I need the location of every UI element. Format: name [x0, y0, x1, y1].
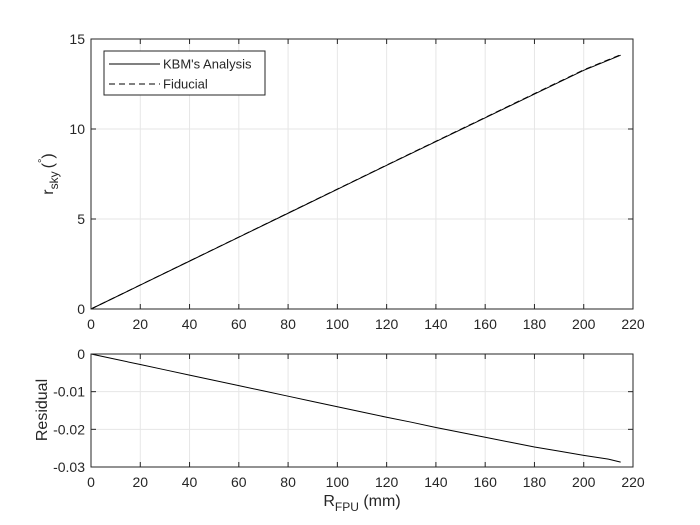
- legend-box: [103, 50, 266, 96]
- top-xtick-label: 100: [326, 316, 350, 332]
- top-axes-box: [90, 38, 634, 310]
- bottom-xtick-label: 100: [326, 474, 350, 490]
- top-panel: 0 20 40 60 80 100 120 140 160 180 200 220 0 5 10 15 rs…: [37, 31, 645, 332]
- bottom-xtick-label: 120: [375, 474, 399, 490]
- legend: KBM's Analysis Fiducial: [103, 50, 266, 96]
- top-xtick-label: 220: [621, 316, 645, 332]
- bottom-xtick-label: 220: [621, 474, 645, 490]
- top-ylabel-sup: °: [37, 159, 49, 163]
- bottom-ytick-label: -0.02: [53, 421, 85, 437]
- bottom-series: [90, 353, 621, 463]
- bottom-xtick-label: 60: [231, 474, 247, 490]
- bottom-xtick-label: 20: [132, 474, 148, 490]
- bottom-ticks: [90, 353, 634, 468]
- top-ylabel-sub: sky: [47, 171, 61, 189]
- bottom-series-line-0: [90, 353, 621, 463]
- top-ylabel: rsky (°): [37, 153, 61, 194]
- top-xtick-label: 180: [523, 316, 547, 332]
- bottom-xlabel-unit: (mm): [359, 493, 401, 510]
- top-xtick-label: 0: [87, 316, 95, 332]
- bottom-xtick-label: 160: [474, 474, 498, 490]
- top-xtick-label: 140: [424, 316, 448, 332]
- top-ytick-label: 5: [77, 211, 85, 227]
- top-ylabel-main: r: [40, 189, 57, 195]
- bottom-ytick-labels: 0 -0.01 -0.02 -0.03: [53, 346, 85, 475]
- top-series-line-1: [90, 54, 621, 310]
- top-series: [90, 54, 621, 310]
- bottom-xlabel-main: R: [323, 493, 335, 510]
- bottom-xtick-label: 80: [280, 474, 296, 490]
- bottom-xtick-label: 180: [523, 474, 547, 490]
- top-ticks: [90, 38, 634, 310]
- top-xtick-label: 60: [231, 316, 247, 332]
- top-xtick-label: 200: [572, 316, 596, 332]
- top-ylabel-close: ): [40, 153, 57, 158]
- legend-label-kbm: KBM's Analysis: [163, 57, 252, 72]
- bottom-ylabel: Residual: [34, 379, 51, 441]
- bottom-axes-box: [90, 353, 634, 468]
- top-xtick-labels: 0 20 40 60 80 100 120 140 160 180 200 220: [87, 316, 645, 332]
- bottom-xtick-label: 140: [424, 474, 448, 490]
- bottom-ytick-label: -0.01: [53, 384, 85, 400]
- top-ylabel-open: (: [40, 162, 57, 168]
- bottom-ytick-label: 0: [77, 346, 85, 362]
- top-xtick-label: 80: [280, 316, 296, 332]
- bottom-xtick-label: 0: [87, 474, 95, 490]
- top-xtick-label: 20: [132, 316, 148, 332]
- bottom-xtick-label: 40: [182, 474, 198, 490]
- top-ytick-label: 15: [69, 31, 85, 47]
- top-xtick-label: 120: [375, 316, 399, 332]
- top-xtick-label: 160: [474, 316, 498, 332]
- bottom-xtick-labels: 0 20 40 60 80 100 120 140 160 180 200 220: [87, 474, 645, 490]
- bottom-xlabel: RFPU (mm): [323, 493, 400, 514]
- bottom-panel: 0 20 40 60 80 100 120 140 160 180 200 220 0 -0.01 -0.…: [34, 346, 645, 514]
- bottom-ytick-label: -0.03: [53, 459, 85, 475]
- legend-label-fiducial: Fiducial: [163, 77, 208, 92]
- top-ytick-label: 10: [69, 121, 85, 137]
- top-xtick-label: 40: [182, 316, 198, 332]
- top-ytick-labels: 0 5 10 15: [69, 31, 85, 317]
- bottom-xlabel-sub: FPU: [335, 500, 359, 514]
- top-ytick-label: 0: [77, 301, 85, 317]
- bottom-xtick-label: 200: [572, 474, 596, 490]
